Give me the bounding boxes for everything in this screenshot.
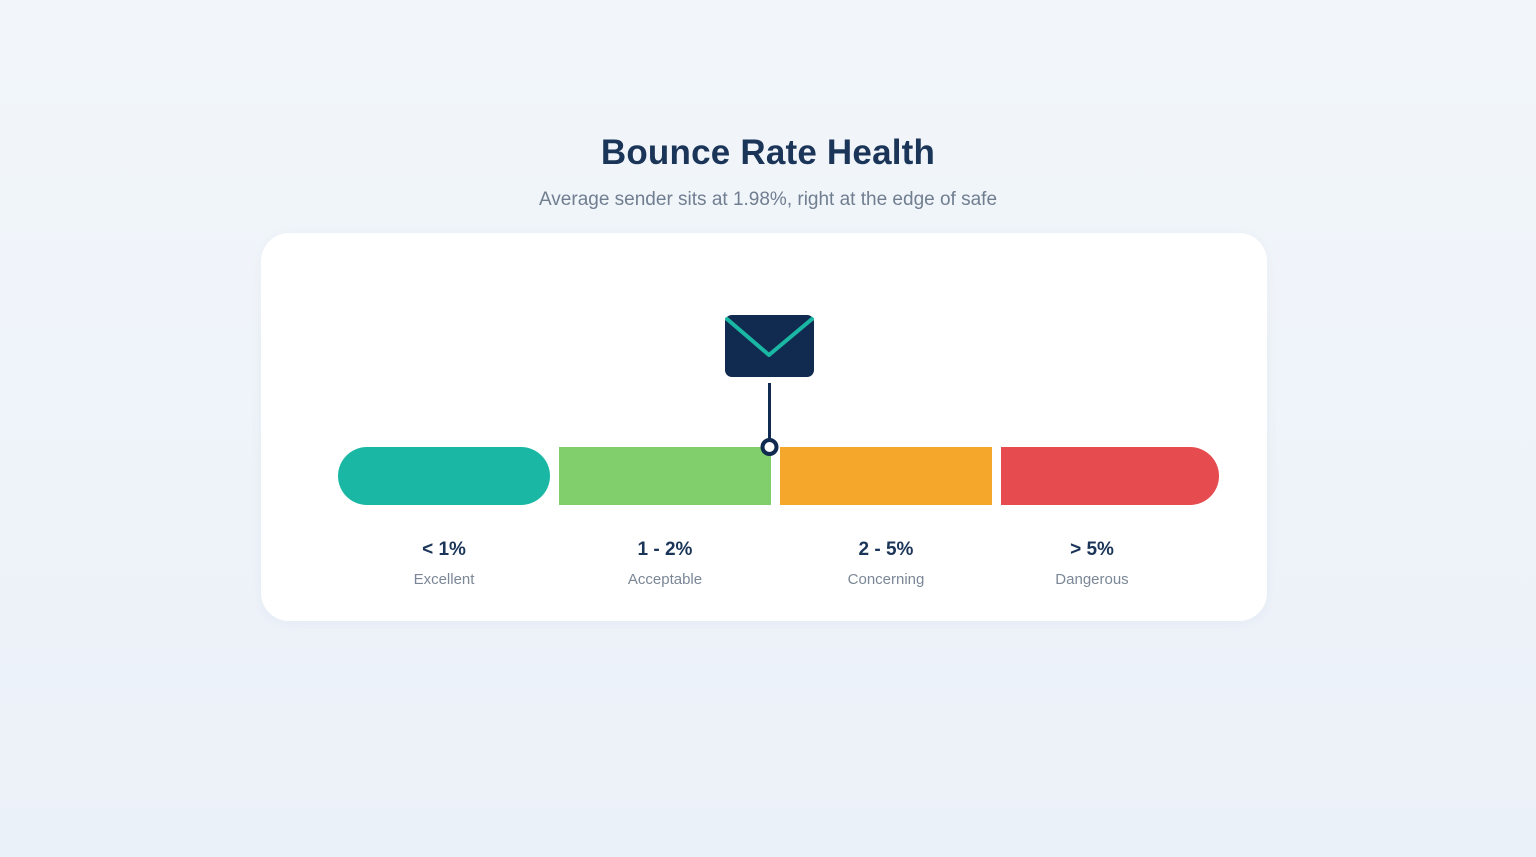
- band-label-acceptable: Acceptable: [627, 571, 703, 588]
- band-label-dangerous: Dangerous: [1055, 571, 1129, 588]
- band-range-concerning: 2 - 5%: [858, 539, 914, 560]
- page-title: Bounce Rate Health: [600, 133, 936, 172]
- bounce-rate-scale: < 1% Excellent 1 - 2% Acceptable 2 - 5% …: [261, 233, 1267, 621]
- band-dangerous: [1001, 447, 1219, 505]
- band-range-acceptable: 1 - 2%: [637, 539, 693, 560]
- band-range-excellent: < 1%: [422, 539, 466, 560]
- band-acceptable: [559, 447, 771, 505]
- band-label-concerning: Concerning: [847, 571, 925, 588]
- rate-marker: [725, 315, 814, 456]
- page-subtitle: Average sender sits at 1.98%, right at t…: [538, 189, 998, 210]
- band-label-excellent: Excellent: [413, 571, 475, 588]
- band-range-dangerous: > 5%: [1070, 539, 1114, 560]
- band-excellent: [338, 447, 550, 505]
- marker-dot: [760, 438, 779, 456]
- health-card: < 1% Excellent 1 - 2% Acceptable 2 - 5% …: [261, 233, 1267, 621]
- envelope-icon: [725, 315, 814, 377]
- band-concerning: [780, 447, 992, 505]
